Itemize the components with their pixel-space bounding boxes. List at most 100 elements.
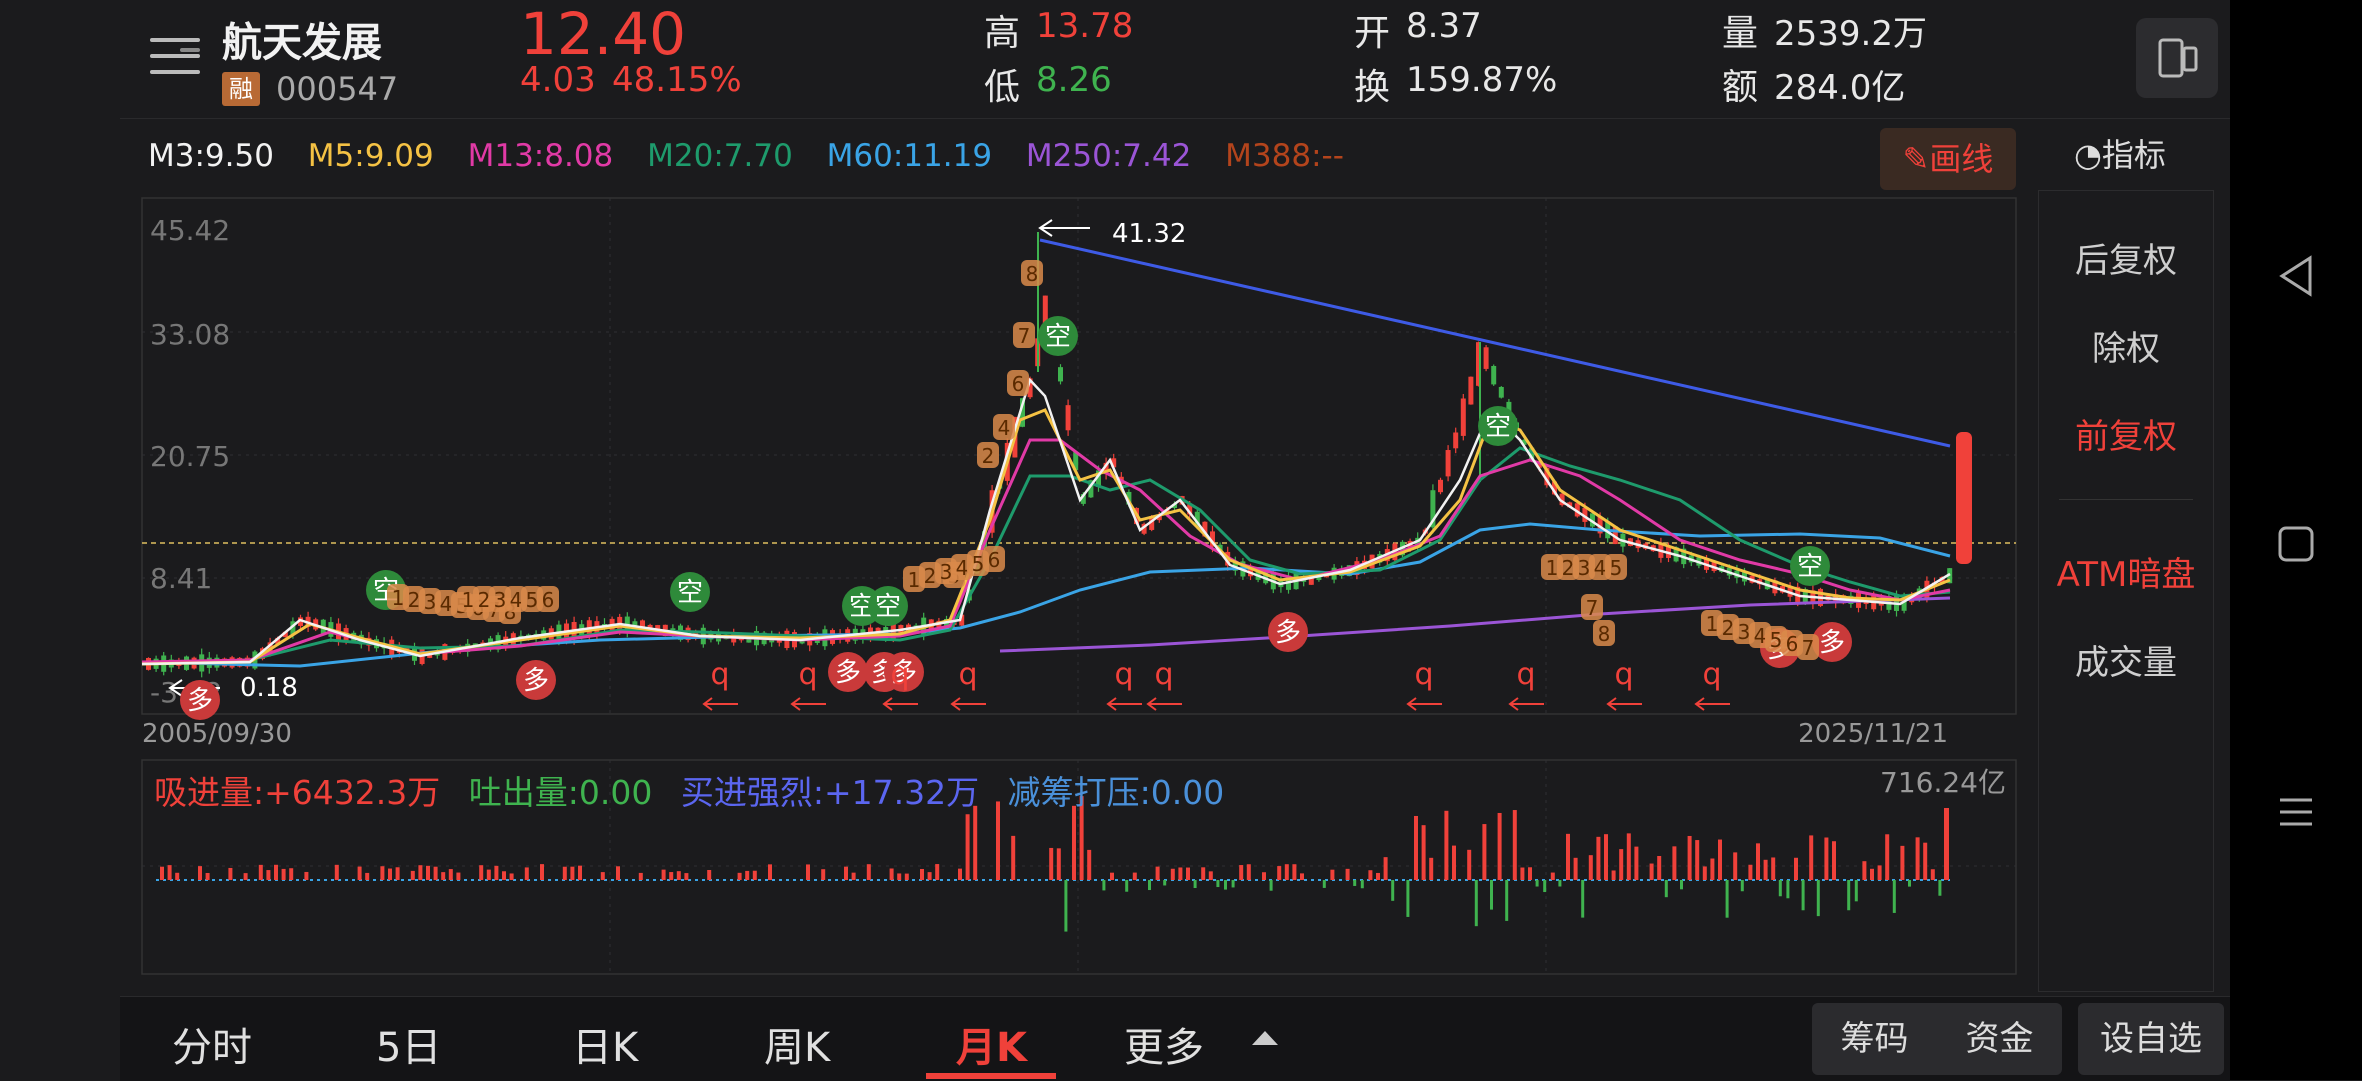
- pencil-icon: ✎: [1902, 140, 1930, 178]
- device-toggle-button[interactable]: [2136, 18, 2218, 98]
- count-label: 4: [1594, 556, 1607, 580]
- tab-more[interactable]: 更多: [1124, 1025, 1204, 1071]
- tab-intraday[interactable]: 分时: [172, 1025, 252, 1071]
- candle-body: [1559, 493, 1565, 506]
- sub-bar-up: [996, 801, 1000, 880]
- side-item-forward-adjusted[interactable]: 前复权: [2075, 417, 2177, 457]
- back-icon[interactable]: [2276, 254, 2316, 298]
- count-label: 4: [440, 592, 453, 616]
- sub-bar-up: [160, 866, 164, 880]
- count-label: 2: [478, 588, 491, 612]
- count-label: 6: [988, 548, 1001, 572]
- signals: 多多多多多多多多空空空空空空空8764257812345678123456123…: [180, 260, 1852, 720]
- sub-bar-up: [752, 870, 757, 880]
- count-label: 2: [1562, 556, 1575, 580]
- count-marker: [1007, 370, 1029, 396]
- signal-label: 多: [835, 658, 861, 688]
- open-label: 开: [1354, 13, 1391, 54]
- q-arrow-head: [1694, 697, 1705, 711]
- caret-up-icon[interactable]: [1252, 1031, 1278, 1045]
- tab-weekly-k[interactable]: 周K: [764, 1025, 831, 1071]
- chips-button[interactable]: 筹码: [1840, 1019, 1909, 1059]
- margin-badge: 融: [222, 72, 260, 106]
- ma-legend-item: M250:7.42: [1025, 138, 1192, 174]
- tab-5day[interactable]: 5日: [376, 1025, 442, 1071]
- ma20-line: [141, 446, 1951, 666]
- signal-marker: [868, 586, 908, 626]
- candle-body: [1582, 507, 1588, 522]
- candle-body: [1536, 462, 1542, 468]
- recents-icon[interactable]: [2276, 792, 2316, 832]
- side-item-volume[interactable]: 成交量: [2075, 643, 2177, 683]
- tab-monthly-k[interactable]: 月K: [956, 1025, 1027, 1071]
- high-value: 13.78: [1036, 6, 1134, 46]
- count-marker: [993, 414, 1015, 440]
- amount-value: 284.0亿: [1774, 68, 1906, 108]
- sub-bar-down: [1163, 880, 1167, 886]
- sub-bar-up: [1923, 842, 1928, 880]
- sub-bar-down: [1064, 880, 1068, 932]
- q-arrow-head: [1606, 697, 1617, 711]
- sub-bar-down: [1801, 880, 1805, 911]
- candle-body: [1058, 367, 1063, 382]
- side-item-ex-rights[interactable]: 除权: [2092, 329, 2160, 369]
- candle-body: [1901, 595, 1907, 611]
- count-label: 2: [408, 588, 421, 612]
- candle-body: [1020, 398, 1025, 427]
- tab-daily-k[interactable]: 日K: [572, 1025, 639, 1071]
- y-tick: 45.42: [150, 214, 230, 247]
- price-change-pct: 48.15%: [612, 60, 742, 100]
- home-icon[interactable]: [2276, 524, 2316, 564]
- kline-chart[interactable]: 45.42 33.08 20.75 8.41 -3.92 2005/09/30 …: [0, 0, 2230, 990]
- sub-bar-up: [737, 872, 742, 880]
- sub-bar-up: [1429, 857, 1434, 880]
- phone-landscape-icon: [2158, 38, 2198, 78]
- candle-body: [1612, 526, 1618, 545]
- sub-bar-up: [1718, 839, 1722, 880]
- side-item-back-adjusted[interactable]: 后复权: [2075, 241, 2177, 281]
- sub-bar-up: [1695, 840, 1700, 880]
- count-marker: [983, 546, 1005, 572]
- count-marker: [1593, 620, 1615, 646]
- sub-bar-up: [1824, 837, 1829, 880]
- ma-legend: M3:9.50 M5:9.09 M13:8.08 M20:7.70 M60:11…: [148, 138, 1368, 174]
- sub-bar-up: [1246, 864, 1251, 880]
- count-label: 2: [924, 564, 937, 588]
- candle-body: [1498, 386, 1504, 398]
- menu-icon[interactable]: [150, 38, 200, 78]
- count-label: 1: [392, 586, 405, 610]
- count-label: 7: [1586, 596, 1599, 620]
- sub-legend-item: 吸进量:+6432.3万: [154, 773, 441, 812]
- sub-bar-down: [1231, 880, 1235, 888]
- sub-bar-up: [395, 867, 400, 880]
- draw-line-button[interactable]: ✎画线: [1880, 128, 2016, 190]
- sub-bar-up: [578, 865, 582, 880]
- ma5-line: [141, 408, 1951, 666]
- candle-body: [1065, 405, 1071, 431]
- candle-body: [1438, 479, 1443, 493]
- sub-bar-up: [1239, 865, 1244, 880]
- count-label: 3: [1578, 556, 1591, 580]
- volume-label: 量: [1722, 13, 1759, 54]
- side-item-atm-dark-pool[interactable]: ATM暗盘: [2056, 555, 2196, 595]
- indicator-button[interactable]: ◔指标: [2074, 130, 2166, 176]
- candle-body: [1552, 481, 1557, 495]
- candle-body: [1590, 513, 1595, 527]
- count-marker: [1013, 322, 1035, 348]
- q-arrow-head: [702, 697, 713, 711]
- count-label: 2: [1722, 616, 1735, 640]
- candle-body: [1468, 376, 1474, 405]
- funds-button[interactable]: 资金: [1965, 1019, 2034, 1059]
- candle-body: [1187, 504, 1193, 515]
- candle-body: [1483, 347, 1489, 369]
- sub-bar-up: [1467, 849, 1472, 880]
- q-arrow-head: [1106, 697, 1117, 711]
- add-watchlist-button[interactable]: 设自选: [2078, 1003, 2224, 1075]
- sub-bar-up: [965, 814, 970, 880]
- sub-bar-up: [1277, 866, 1282, 880]
- sub-bar-down: [1102, 880, 1106, 891]
- sub-bar-down: [1847, 880, 1851, 911]
- sub-chart-frame: [141, 759, 2017, 975]
- chips-funds-toggle: 筹码 资金: [1812, 1003, 2062, 1075]
- sub-bar-up: [509, 873, 514, 880]
